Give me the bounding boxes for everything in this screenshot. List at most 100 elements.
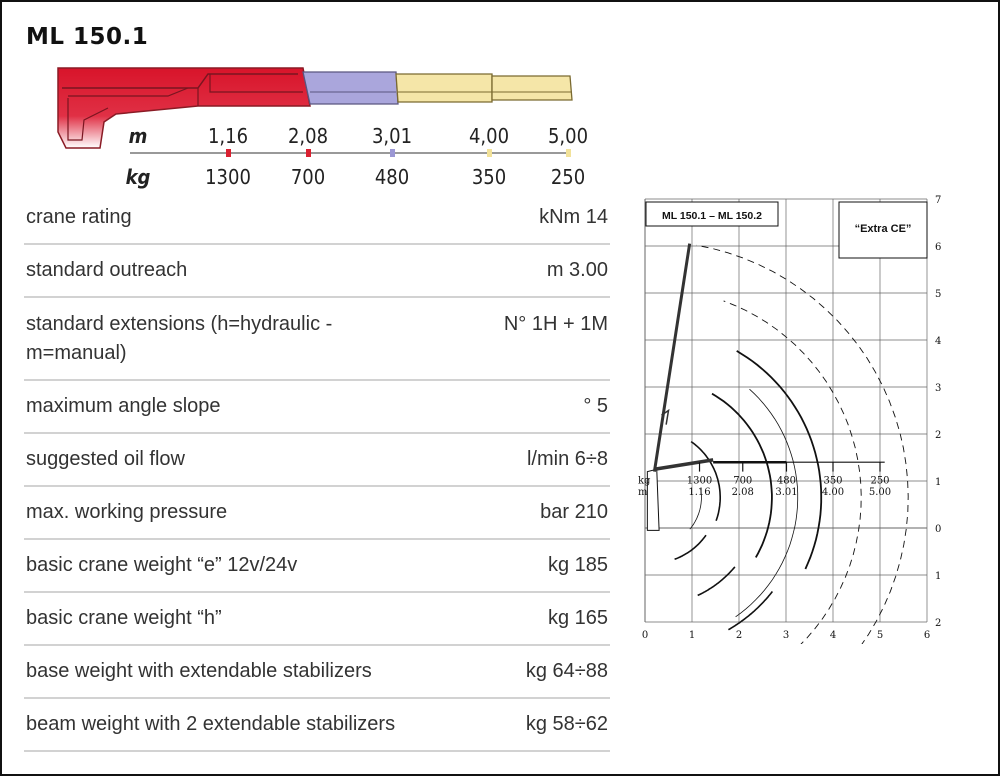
- crane-boom-horizontal: [654, 458, 714, 471]
- spec-label: standard outreach: [26, 259, 188, 281]
- distance-row: m 1,16 2,08 3,01 4,00 5,00: [102, 124, 622, 148]
- spec-table: crane rating kNm 14 standard outreach m …: [24, 192, 610, 752]
- spec-row: basic crane weight “h” kg 165: [24, 593, 610, 646]
- extra-ce-badge: “Extra CE”: [855, 223, 912, 235]
- spec-row: standard outreach m 3.00: [24, 245, 610, 298]
- distance-value: 2,08: [287, 124, 329, 148]
- load-row: kg 1300 700 480 350 250: [102, 165, 622, 189]
- envelope-arc: [723, 300, 862, 644]
- x-tick-label: 1: [689, 630, 695, 641]
- badge-box: [838, 201, 928, 259]
- y-tick-label: 2: [935, 618, 941, 629]
- diagram-curves: [674, 244, 909, 644]
- y-tick-label: 7: [935, 195, 941, 206]
- distance-unit: m: [128, 124, 148, 148]
- load-unit: kg: [125, 165, 151, 189]
- spec-value: l/min 6÷8: [526, 448, 608, 470]
- reach-label: 4.00: [822, 487, 844, 498]
- y-tick-label: 0: [935, 524, 941, 535]
- crane-boom-raised: [652, 243, 692, 472]
- y-tick-label: 4: [935, 336, 941, 347]
- x-tick-label: 2: [736, 630, 742, 641]
- spec-label: crane rating: [26, 206, 132, 228]
- y-tick-label: 6: [935, 242, 941, 253]
- load-value: 700: [290, 165, 326, 189]
- load-label: 700: [733, 475, 752, 486]
- x-tick-label: 6: [924, 630, 930, 641]
- load-label: 350: [823, 475, 842, 486]
- y-tick-label: 2: [935, 430, 941, 441]
- scale-tick: [390, 149, 395, 157]
- spec-row: max. working pressure bar 210: [24, 487, 610, 540]
- x-tick-label: 4: [830, 630, 836, 641]
- spec-row: suggested oil flow l/min 6÷8: [24, 434, 610, 487]
- reach-diagram: 0 1 2 3 4 5 6 0 1 2 3 4 5 6 7 1 2 kgm 1300 700 480 350 250 1.16…: [638, 195, 941, 644]
- y-tick-label: 1: [935, 477, 941, 488]
- model-label: ML 150.1 – ML 150.2: [662, 210, 762, 222]
- spec-value: bar 210: [540, 501, 608, 523]
- spec-label: max. working pressure: [26, 501, 228, 523]
- boom-illustration: [57, 67, 573, 149]
- spec-row: base weight with extendable stabilizers …: [24, 646, 610, 699]
- distance-value: 5,00: [547, 124, 589, 148]
- load-unit-label: kg: [638, 475, 651, 486]
- diagram-crane: [646, 243, 885, 531]
- crane-joint: [661, 408, 670, 425]
- spec-label: base weight with extendable stabilizers: [26, 660, 372, 682]
- x-tick-label: 5: [877, 630, 883, 641]
- distance-value: 3,01: [371, 124, 413, 148]
- load-label: 250: [870, 475, 889, 486]
- spec-label: maximum angle slope: [26, 395, 221, 417]
- spec-value: kNm 14: [539, 206, 608, 228]
- spec-label: suggested oil flow: [26, 448, 185, 470]
- spec-value: ° 5: [583, 395, 608, 417]
- y-tick-label: 3: [935, 383, 941, 394]
- load-value: 350: [471, 165, 507, 189]
- spec-value: N° 1H + 1M: [503, 313, 608, 335]
- scale-line: [130, 152, 570, 154]
- spec-row: maximum angle slope ° 5: [24, 381, 610, 434]
- working-arc: [728, 590, 774, 631]
- model-box: [645, 201, 779, 227]
- spec-label: basic crane weight “e” 12v/24v: [26, 554, 298, 576]
- spec-label: beam weight with 2 extendable stabilizer…: [26, 713, 396, 735]
- load-value: 250: [550, 165, 586, 189]
- envelope-arc: [696, 244, 909, 644]
- spec-row: beam weight with 2 extendable stabilizer…: [24, 699, 610, 752]
- x-tick-label: 0: [642, 630, 648, 641]
- distance-value: 4,00: [468, 124, 510, 148]
- y-tick-label: 5: [935, 289, 941, 300]
- spec-label: basic crane weight “h”: [26, 607, 222, 629]
- reach-label: 5.00: [869, 487, 891, 498]
- working-arc: [697, 566, 736, 597]
- working-arc: [674, 534, 707, 561]
- reach-arc: [689, 488, 702, 530]
- scale-tick: [487, 149, 492, 157]
- load-label: 480: [777, 475, 796, 486]
- spec-value: kg 58÷62: [525, 713, 608, 735]
- reach-unit-label: m: [638, 487, 648, 498]
- spec-row: basic crane weight “e” 12v/24v kg 185: [24, 540, 610, 593]
- scale-tick: [226, 149, 231, 157]
- spec-value: kg 165: [547, 607, 608, 629]
- spec-label: standard extensions (h=hydraulic - m=man…: [26, 313, 333, 364]
- reach-label: 1.16: [688, 487, 710, 498]
- reach-label: 2.08: [732, 487, 754, 498]
- spec-row: standard extensions (h=hydraulic - m=man…: [24, 298, 610, 381]
- spec-value: kg 185: [547, 554, 608, 576]
- reach-label: 3.01: [775, 487, 797, 498]
- scale-tick: [566, 149, 571, 157]
- x-tick-label: 3: [783, 630, 789, 641]
- spec-row: crane rating kNm 14: [24, 192, 610, 245]
- load-value: 480: [374, 165, 410, 189]
- distance-value: 1,16: [207, 124, 249, 148]
- reach-arc: [735, 388, 799, 618]
- spec-value: m 3.00: [546, 259, 608, 281]
- load-label: 1300: [687, 475, 712, 486]
- working-arc: [711, 392, 773, 558]
- diagram-grid: [644, 198, 928, 623]
- y-tick-label: 1: [935, 571, 941, 582]
- working-arc: [736, 350, 823, 570]
- scale-tick: [306, 149, 311, 157]
